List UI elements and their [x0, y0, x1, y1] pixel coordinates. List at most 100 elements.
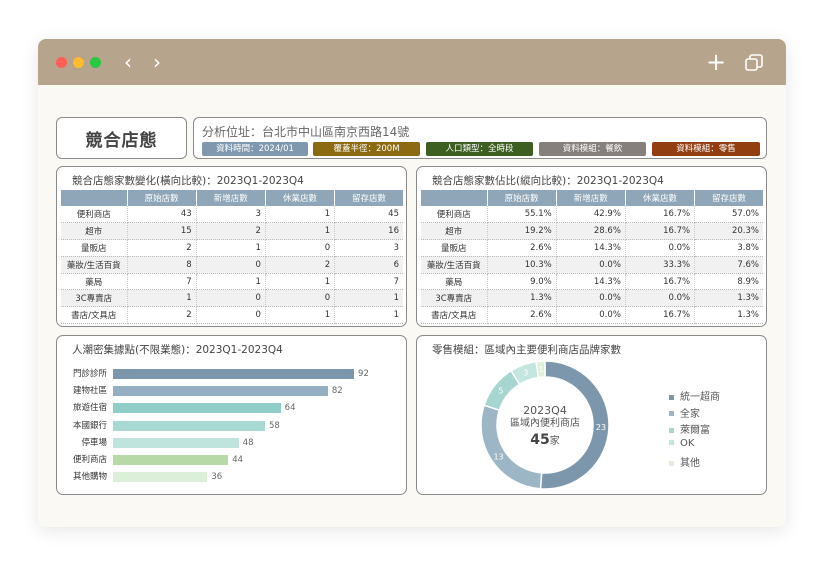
table-row: 藥妝/生活百貨 10.3% 0.0% 33.3% 7.6% — [421, 256, 763, 274]
table-cell: 6 — [334, 256, 403, 274]
crowd-hotspots-panel: 人潮密集據點(不限業態)：2023Q1-2023Q4 門診診所 92 建物社區 82 旅… — [56, 335, 407, 495]
legend-item: 其他 — [669, 454, 700, 469]
donut-slice-value-label: 13 — [493, 452, 503, 461]
forward-chevron-icon[interactable]: › — [153, 50, 161, 74]
bar — [113, 455, 229, 465]
close-window-button[interactable] — [56, 57, 67, 68]
store-share-panel: 競合店態家數佔比(縱向比較)：2023Q1-2023Q4 原始店數 新增店數 休業店… — [416, 166, 767, 327]
table-row: 超市 19.2% 28.6% 16.7% 20.3% — [421, 222, 763, 241]
table-cell: 0.0% — [556, 289, 626, 308]
table-cell: 42.9% — [556, 206, 626, 224]
table-cell: 28.6% — [556, 222, 626, 241]
table-row: 超市 15 2 1 16 — [61, 222, 403, 241]
table-row: 3C專賣店 1.3% 0.0% 0.0% 1.3% — [421, 289, 763, 308]
table-cell: 0.0% — [556, 306, 626, 325]
table-cell: 9.0% — [487, 273, 557, 291]
bar — [113, 437, 239, 448]
store-count-change-panel: 競合店態家數變化(橫向比較)：2023Q1-2023Q4 原始店數 新增店數 休業店… — [56, 166, 407, 327]
table-cell: 0.0% — [625, 289, 696, 308]
tag-data-time: 資料時間：2024/01 — [202, 142, 308, 156]
column-header: 留存店數 — [694, 190, 763, 206]
row-label: 便利商店 — [421, 206, 488, 224]
table-cell: 0 — [196, 289, 266, 308]
bar — [113, 403, 281, 414]
legend-label: 全家 — [680, 408, 700, 420]
table-cell: 19.2% — [487, 222, 557, 241]
back-chevron-icon[interactable]: ‹ — [124, 50, 132, 74]
bar-value-label: 36 — [211, 472, 223, 483]
table-cell: 8.9% — [694, 273, 763, 291]
convenience-brands-donut-chart: 23 13 5 3 1 — [480, 360, 610, 490]
bar-value-label: 82 — [331, 386, 343, 397]
table-row: 量販店 2 1 0 3 — [61, 239, 403, 257]
table-cell: 8 — [127, 256, 197, 274]
table-cell: 0 — [265, 239, 336, 257]
column-header — [61, 190, 128, 206]
row-label: 書店/文具店 — [61, 306, 128, 325]
table-cell: 45 — [334, 206, 403, 224]
table-cell: 0 — [196, 256, 266, 274]
legend-item: 統一超商 — [669, 388, 720, 403]
page-title: 競合店態 — [56, 117, 187, 159]
bar-value-label: 64 — [284, 403, 296, 414]
table-row: 便利商店 43 3 1 45 — [61, 206, 403, 224]
donut-center-total: 45 — [530, 432, 550, 448]
column-header: 休業店數 — [265, 190, 336, 206]
table-cell: 33.3% — [625, 256, 696, 274]
legend-swatch — [669, 440, 674, 445]
tag-population-type: 人口類型：全時段 — [426, 142, 533, 156]
table-cell: 16.7% — [625, 206, 696, 224]
table-cell: 1.3% — [487, 289, 557, 308]
tag-coverage-radius: 覆蓋半徑：200M — [313, 142, 420, 156]
bar-value-label: 48 — [242, 437, 254, 448]
browser-window: ‹ › + 競合店態 分析位址：台北市中山區南京西路14號 資料時間：2024/… — [38, 39, 786, 527]
table-cell: 1 — [265, 222, 336, 241]
column-header: 新增店數 — [196, 190, 266, 206]
minimize-window-button[interactable] — [73, 57, 84, 68]
new-tab-plus-icon[interactable]: + — [706, 48, 727, 76]
store-share-title: 競合店態家數佔比(縱向比較)：2023Q1-2023Q4 — [432, 175, 664, 187]
table-cell: 15 — [127, 222, 197, 241]
row-label: 藥局 — [61, 273, 128, 291]
legend-item: 全家 — [669, 405, 700, 420]
table-cell: 20.3% — [694, 222, 763, 241]
bar — [113, 472, 208, 483]
row-label: 量販店 — [421, 239, 488, 257]
legend-label: 萊爾富 — [680, 425, 710, 436]
donut-center-caption: 區域內便利商店 — [510, 418, 580, 429]
tabs-overview-icon[interactable] — [744, 53, 764, 73]
table-cell: 7.6% — [694, 256, 763, 274]
bar-category-label: 本國銀行 — [72, 420, 107, 431]
row-label: 量販店 — [61, 239, 128, 257]
row-label: 藥局 — [421, 273, 488, 291]
maximize-window-button[interactable] — [90, 57, 101, 68]
row-label: 超市 — [61, 222, 128, 241]
legend-swatch — [669, 394, 674, 400]
table-cell: 1 — [334, 289, 403, 308]
table-cell: 16.7% — [625, 273, 696, 291]
legend-swatch — [669, 411, 674, 416]
column-header: 新增店數 — [556, 190, 626, 206]
donut-center-unit: 家 — [549, 436, 560, 447]
bar — [113, 386, 328, 397]
bar-category-label: 建物社區 — [72, 386, 107, 397]
column-header: 原始店數 — [127, 190, 197, 206]
donut-center-label: 2023Q4 區域內便利商店 45家 — [480, 404, 610, 451]
table-cell: 3 — [334, 239, 403, 257]
table-cell: 2.6% — [487, 239, 557, 257]
table-cell: 1 — [334, 306, 403, 325]
bar-value-label: 44 — [232, 455, 244, 465]
table-row: 書店/文具店 2 0 1 1 — [61, 306, 403, 325]
crowd-hotspots-title: 人潮密集據點(不限業態)：2023Q1-2023Q4 — [72, 344, 283, 356]
legend-label: OK — [680, 437, 695, 449]
bar-category-label: 其他購物 — [72, 472, 107, 483]
donut-center-period: 2023Q4 — [523, 404, 567, 417]
row-label: 便利商店 — [61, 206, 128, 224]
title-bar: ‹ › + — [38, 39, 786, 85]
donut-slice-value-label: 1 — [539, 365, 544, 374]
table-cell: 3 — [196, 206, 266, 224]
bar-category-label: 旅遊住宿 — [72, 403, 107, 414]
row-label: 書店/文具店 — [421, 306, 488, 325]
donut-slice — [535, 360, 546, 379]
table-cell: 2 — [196, 222, 266, 241]
